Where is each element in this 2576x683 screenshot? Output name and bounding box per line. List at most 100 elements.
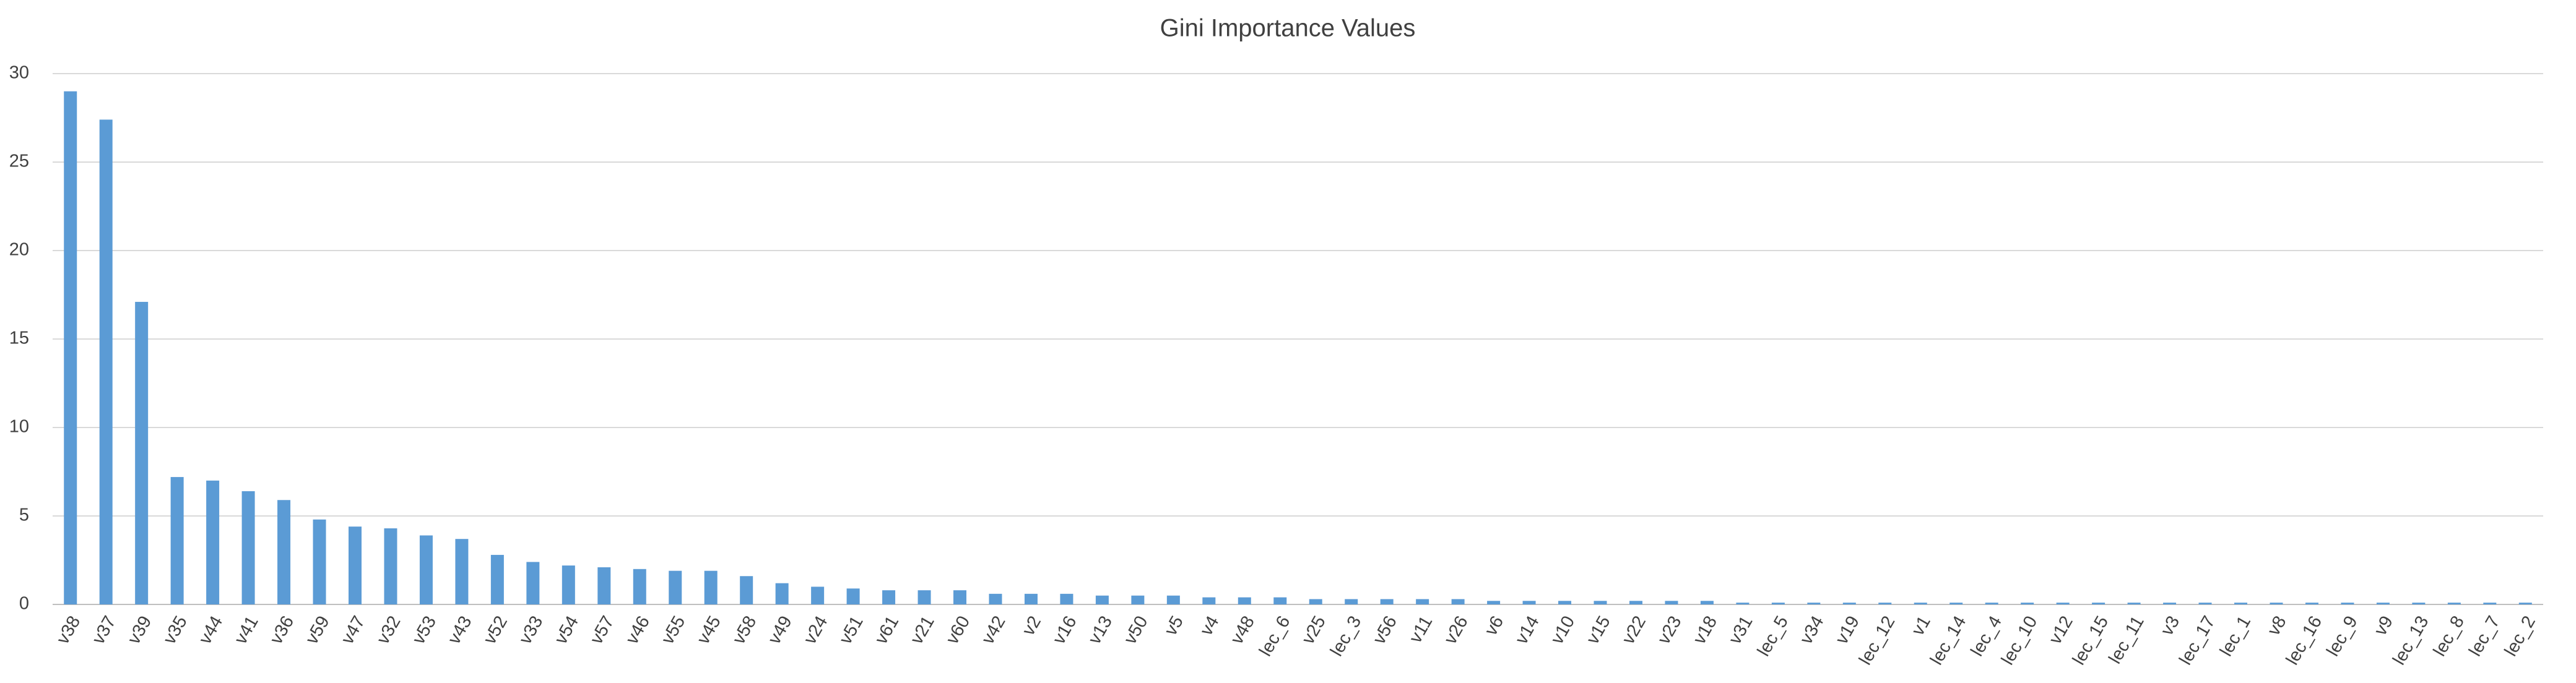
x-tick-label: v2: [1018, 612, 1045, 639]
x-tick-label: lec_5: [1754, 612, 1792, 659]
bar: [1380, 599, 1394, 604]
x-tick-label: v49: [765, 612, 796, 648]
bar: [1665, 601, 1678, 604]
x-tick-label: v35: [160, 612, 191, 648]
x-tick-label: v37: [89, 612, 120, 648]
x-tick-label: v11: [1405, 612, 1436, 646]
bar: [241, 491, 255, 604]
bar: [597, 567, 611, 604]
x-tick-label: v14: [1512, 612, 1543, 648]
bar: [1594, 601, 1607, 604]
bar: [989, 593, 1002, 604]
bar: [669, 570, 682, 604]
bar: [1700, 601, 1714, 604]
bar: [2518, 603, 2532, 604]
x-tick-label: v54: [551, 612, 583, 648]
bar: [419, 535, 433, 604]
x-tick-label: lec_2: [2501, 612, 2539, 659]
bar: [2127, 603, 2141, 604]
x-tick-label: v47: [337, 612, 369, 648]
x-tick-label: v23: [1654, 612, 1686, 648]
bar: [882, 590, 896, 604]
y-tick-label: 15: [9, 329, 29, 348]
chart-title: Gini Importance Values: [1160, 15, 1416, 42]
x-tick-label: v15: [1583, 612, 1615, 648]
bar: [2376, 603, 2390, 604]
y-tick-label: 25: [9, 152, 29, 171]
x-tick-label: v13: [1085, 612, 1116, 648]
x-tick-label: v21: [907, 612, 939, 648]
bar: [277, 500, 291, 604]
bar: [1309, 599, 1322, 604]
x-tick-label: v4: [1196, 612, 1223, 639]
x-tick-label: v10: [1547, 612, 1579, 648]
bar: [1807, 603, 1821, 604]
x-tick-label: v6: [1481, 612, 1507, 639]
bar: [1558, 601, 1572, 604]
y-tick-label: 10: [9, 417, 29, 437]
bar: [740, 576, 753, 604]
bar: [64, 91, 77, 605]
bar: [2305, 603, 2318, 604]
x-tick-label: v41: [231, 612, 262, 648]
bar: [2234, 603, 2247, 604]
x-tick-label: v39: [124, 612, 155, 648]
bar: [1949, 603, 1963, 604]
x-tick-label: v43: [445, 612, 476, 648]
bar: [384, 528, 397, 604]
y-tick-label: 20: [9, 240, 29, 260]
x-tick-label: v25: [1298, 612, 1330, 648]
x-tick-label: v24: [800, 612, 831, 648]
x-tick-label: v8: [2264, 612, 2291, 639]
x-tick-label: v34: [1796, 612, 1828, 648]
x-tick-label: lec_9: [2323, 612, 2361, 659]
bar: [2021, 603, 2034, 604]
bar: [490, 554, 504, 604]
bar: [1131, 595, 1145, 604]
x-tick-label: v5: [1161, 612, 1187, 639]
bar: [846, 588, 860, 604]
bar: [1985, 603, 1998, 604]
x-tick-label: v61: [871, 612, 903, 648]
x-tick-label: lec_10: [1998, 612, 2041, 668]
x-tick-label: v19: [1832, 612, 1863, 648]
bar: [1273, 597, 1287, 604]
x-tick-label: lec_8: [2430, 612, 2468, 659]
bar: [1024, 593, 1038, 604]
x-tick-label: lec_16: [2283, 612, 2326, 668]
x-tick-label: lec_1: [2216, 612, 2255, 659]
bar: [2447, 603, 2461, 604]
x-tick-label: lec_15: [2069, 612, 2112, 668]
bar: [775, 583, 789, 604]
x-tick-label: v32: [373, 612, 405, 648]
bar: [953, 590, 967, 604]
x-tick-label: v48: [1227, 612, 1259, 648]
x-tick-label: v56: [1369, 612, 1401, 648]
bar: [135, 301, 149, 604]
x-tick-label: lec_4: [1967, 612, 2006, 659]
bar: [1487, 601, 1501, 604]
bar: [526, 562, 540, 604]
y-tick-label: 30: [9, 63, 29, 83]
bar: [1771, 603, 1785, 604]
bar: [455, 539, 469, 604]
bar: [1914, 603, 1927, 604]
x-tick-label: v55: [657, 612, 689, 648]
x-tick-label: v58: [729, 612, 760, 648]
bar: [633, 569, 646, 604]
x-tick-label: lec_11: [2105, 612, 2148, 667]
bar: [2270, 603, 2283, 604]
bar: [917, 590, 931, 604]
x-tick-label: lec_13: [2389, 612, 2432, 668]
x-tick-label: v52: [480, 612, 511, 648]
bar: [2483, 603, 2497, 604]
bar: [170, 477, 184, 604]
bar: [562, 565, 575, 604]
bar: [1736, 603, 1750, 604]
bar: [2412, 603, 2426, 604]
bar: [1522, 601, 1536, 604]
bar: [2092, 603, 2105, 604]
bar: [2056, 603, 2070, 604]
